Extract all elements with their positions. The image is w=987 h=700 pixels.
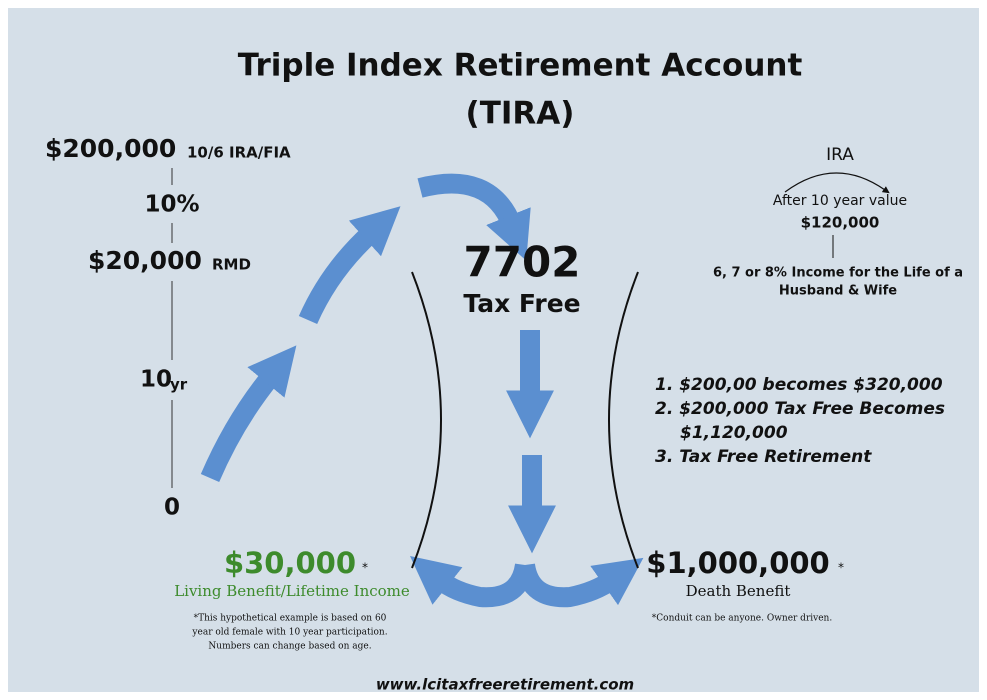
- list-item: 3. Tax Free Retirement: [655, 447, 872, 467]
- list-item: 2. $200,000 Tax Free Becomes: [655, 399, 945, 419]
- living-mark: *: [362, 561, 368, 575]
- list-item: 1. $200,00 becomes $320,000: [655, 375, 943, 395]
- years-unit: yr: [170, 376, 188, 394]
- ira-line: After 10 year value: [773, 193, 907, 209]
- rate: 10%: [144, 192, 199, 218]
- death-note: *Conduit can be anyone. Owner driven.: [652, 614, 833, 624]
- ira-income: Husband & Wife: [779, 284, 897, 299]
- ira-income: 6, 7 or 8% Income for the Life of a: [713, 266, 963, 281]
- title: Triple Index Retirement Account: [238, 48, 803, 84]
- ira-amount: $120,000: [801, 214, 880, 232]
- top-note: 10/6 IRA/FIA: [187, 144, 291, 162]
- rmd-note: RMD: [212, 256, 251, 274]
- code: 7702: [464, 238, 581, 287]
- footer-url: www.lcitaxfreeretirement.com: [376, 676, 634, 694]
- subtitle: (TIRA): [466, 96, 575, 132]
- living-amount: $30,000: [224, 546, 356, 580]
- infographic: Triple Index Retirement Account (TIRA) $…: [0, 0, 987, 700]
- years: 10: [140, 367, 172, 393]
- living-note: year old female with 10 year participati…: [191, 628, 387, 638]
- rmd-amount: $20,000: [88, 246, 202, 275]
- living-note: Numbers can change based on age.: [208, 642, 371, 652]
- top-amount: $200,000: [45, 134, 176, 163]
- code-label: Tax Free: [463, 289, 580, 318]
- death-mark: *: [838, 561, 844, 575]
- list-item: $1,120,000: [680, 423, 788, 443]
- death-amount: $1,000,000: [646, 546, 829, 580]
- death-label: Death Benefit: [686, 582, 791, 600]
- living-note: *This hypothetical example is based on 6…: [194, 614, 387, 624]
- living-label: Living Benefit/Lifetime Income: [174, 582, 410, 600]
- zero: 0: [164, 495, 180, 521]
- ira-title: IRA: [826, 145, 854, 165]
